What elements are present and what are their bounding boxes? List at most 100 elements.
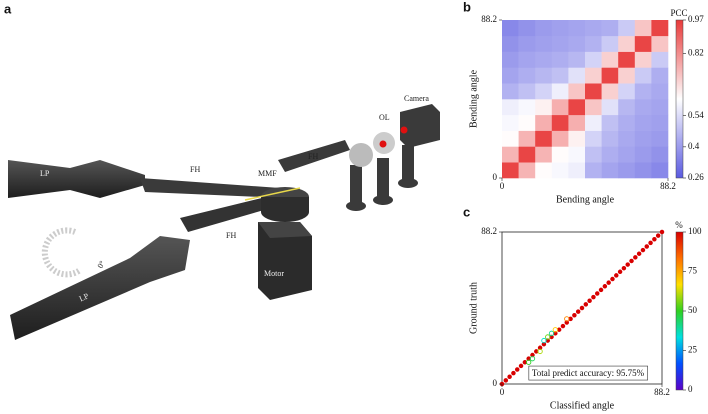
scatter-point: [507, 374, 512, 380]
heatmap-cell: [618, 162, 636, 179]
y-axis-label: Bending angle: [468, 69, 479, 128]
heatmap-cell: [601, 162, 619, 179]
heatmap-cell: [618, 35, 636, 52]
heatmap-cell: [634, 35, 652, 52]
heatmap-cell: [618, 20, 636, 37]
scatter-point: [617, 269, 623, 275]
heatmap-cell: [585, 83, 602, 100]
colorbar-tick-label: 0: [688, 384, 693, 394]
scatter-point: [529, 356, 536, 362]
heatmap-cell: [551, 162, 569, 179]
scatter-point: [644, 244, 650, 249]
heatmap-cell: [568, 99, 586, 116]
heatmap-cell: [585, 20, 602, 37]
heatmap-cell: [585, 67, 602, 84]
scatter-point: [537, 348, 543, 355]
heatmap-cell: [601, 83, 619, 100]
colorbar: [675, 231, 684, 391]
scatter-point: [583, 302, 589, 307]
heatmap-cell: [518, 67, 536, 84]
heatmap-cell: [651, 35, 669, 52]
scatter-point: [541, 337, 547, 344]
heatmap-cell: [585, 35, 602, 52]
annotation-box: [528, 365, 648, 381]
diagram-label: FH: [190, 165, 200, 174]
heatmap-cell: [634, 83, 652, 100]
colorbar-tick-label: 0.26: [688, 172, 704, 182]
heatmap-cell: [585, 99, 602, 116]
heatmap-cell: [535, 99, 553, 116]
x-tick-label: 88.2: [654, 387, 670, 397]
scatter-point: [503, 378, 509, 383]
heatmap-cell: [585, 51, 602, 68]
scatter-point: [587, 298, 592, 304]
colorbar-tick-label: 0.82: [688, 47, 704, 57]
panel-label: a: [4, 1, 12, 16]
scatter-point: [518, 363, 524, 369]
diagram-label: MMF: [258, 169, 277, 178]
heatmap-cell: [535, 20, 553, 37]
diagram-label: FH: [226, 231, 236, 240]
heatmap-cell: [535, 130, 553, 147]
heatmap-cell: [568, 83, 586, 100]
colorbar-tick-label: 0.97: [688, 14, 704, 24]
heatmap-cell: [535, 162, 553, 179]
scatter-point: [606, 280, 611, 285]
plot-frame: [501, 231, 663, 385]
heatmap-cell: [551, 130, 569, 147]
scatter-point: [655, 233, 661, 238]
heatmap-cell: [518, 51, 536, 68]
heatmap-cell: [568, 51, 586, 68]
scatter-point: [511, 370, 516, 376]
heatmap-cell: [585, 162, 602, 179]
heatmap-cell: [518, 99, 536, 116]
diagram-label: Camera: [404, 94, 429, 103]
scatter-point: [648, 240, 653, 246]
heatmap-cell: [601, 51, 619, 68]
heatmap-cell: [502, 20, 519, 37]
heatmap-cell: [502, 35, 519, 52]
heatmap-cell: [618, 114, 636, 131]
heatmap-cell: [502, 67, 519, 84]
heatmap-cell: [651, 162, 669, 179]
heatmap-cell: [568, 67, 586, 84]
scatter-point: [636, 251, 642, 256]
heatmap-cell: [651, 83, 669, 100]
heatmap-cell: [568, 146, 586, 163]
x-tick-label: 0: [500, 387, 505, 397]
heatmap-cell: [502, 162, 519, 179]
heatmap-cell: [634, 51, 652, 68]
heatmap-cell: [535, 146, 553, 163]
annotation: [528, 365, 648, 381]
diagram-label: LP: [78, 291, 91, 303]
scatter-point: [598, 287, 604, 293]
heatmap-cell: [618, 130, 636, 147]
heatmap-cell: [502, 130, 519, 147]
colorbar-tick-label: 0.54: [688, 110, 704, 120]
heatmap-cell: [651, 67, 669, 84]
heatmap-cell: [651, 51, 669, 68]
heatmap-cell: [535, 51, 553, 68]
heatmap-cell: [601, 20, 619, 37]
x-tick-label: 88.2: [660, 181, 676, 191]
heatmap-cell: [568, 35, 586, 52]
heatmap-cell: [585, 130, 602, 147]
heatmap-cell: [502, 114, 519, 131]
colorbar: [675, 19, 684, 179]
scatter-point: [614, 273, 619, 278]
heatmap-cell: [551, 114, 569, 131]
heatmap-cell: [601, 67, 619, 84]
y-tick-label: 88.2: [481, 226, 497, 236]
y-tick-label: 0: [493, 378, 498, 388]
colorbar-tick-label: 100: [688, 226, 702, 236]
heatmap-cell: [518, 162, 536, 179]
heatmap-cell: [568, 162, 586, 179]
heatmap-cell: [634, 99, 652, 116]
heatmap-cell: [551, 67, 569, 84]
heatmap-cell: [502, 99, 519, 116]
y-tick-label: 0: [493, 172, 498, 182]
heatmap-cell: [502, 146, 519, 163]
heatmap-cell: [551, 146, 569, 163]
diagram-label: LP: [40, 169, 50, 178]
heatmap-cell: [651, 146, 669, 163]
